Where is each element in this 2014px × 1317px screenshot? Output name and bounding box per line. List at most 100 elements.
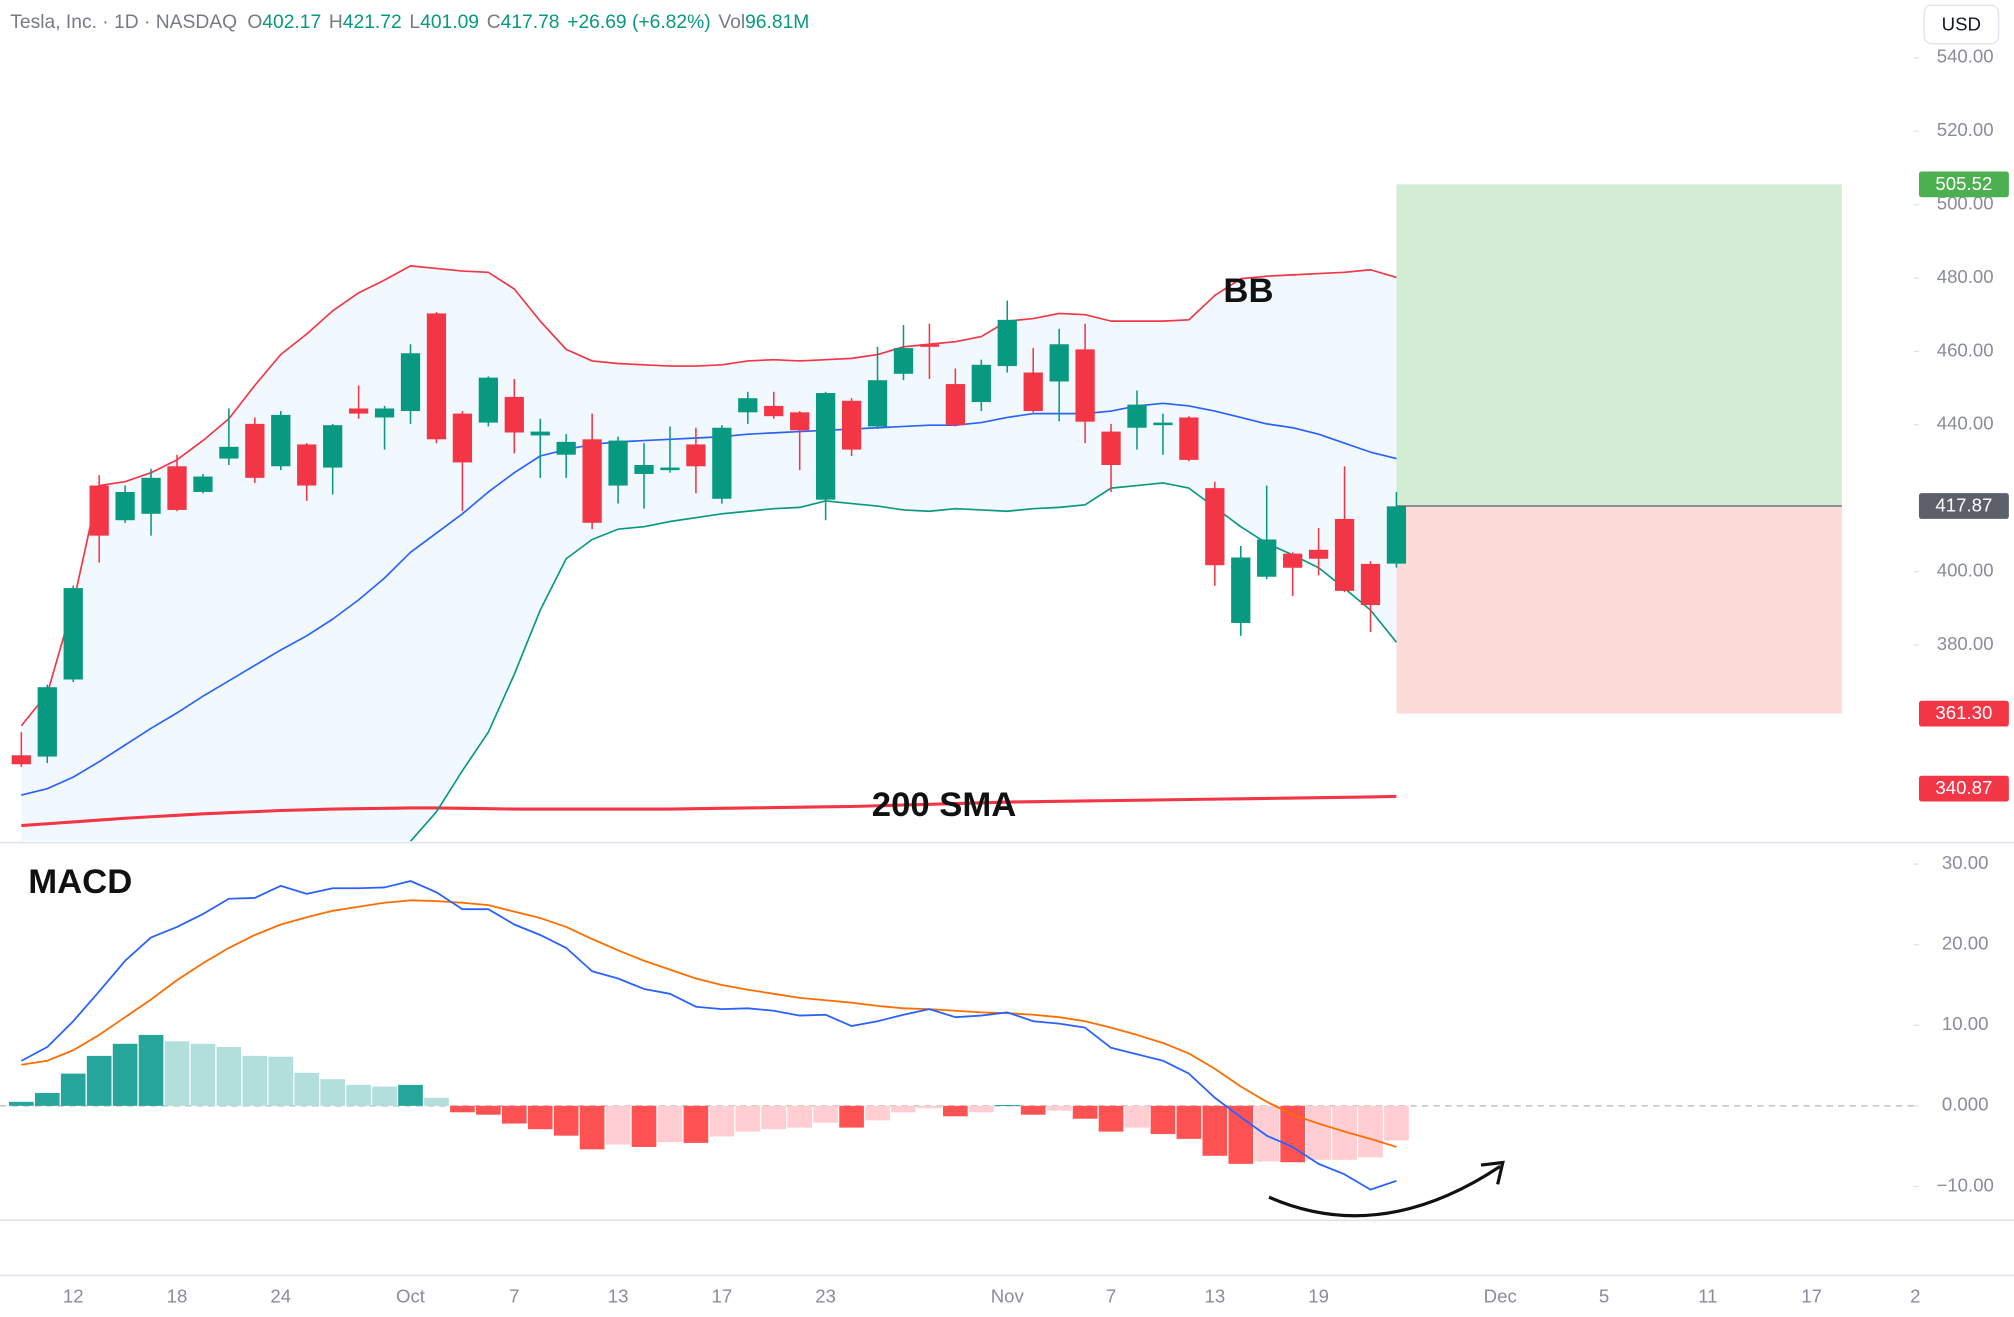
y-tick-label: 440.00 [1937, 413, 1994, 434]
legend-key: C [487, 12, 501, 33]
annotation-arrowhead [1480, 1160, 1505, 1185]
x-tick-label: 19 [1308, 1285, 1329, 1306]
candle-body [1386, 506, 1407, 564]
histogram-bar [112, 1043, 138, 1106]
axes: 12 18 24 Oct 7 13 17 23 Nov 7 13 19 Dec 5 11 17 2 380.00 4… [63, 46, 2009, 1306]
candle-body [37, 687, 57, 757]
histogram-bar [813, 1105, 838, 1123]
histogram-bar [268, 1056, 294, 1106]
legend-volume: 96.81M [745, 12, 809, 33]
candle-body [297, 444, 317, 486]
y-tick-label: 10.00 [1942, 1013, 1989, 1034]
histogram-bar [865, 1105, 890, 1121]
candle-body [816, 393, 836, 500]
y-tick-label: 460.00 [1937, 339, 1994, 360]
pane-title: MACD [28, 863, 132, 901]
candle-body [608, 440, 628, 486]
x-tick-label: 23 [815, 1285, 836, 1306]
histogram-bar [735, 1105, 761, 1132]
x-tick-label: 17 [712, 1285, 733, 1306]
histogram-bar [242, 1055, 268, 1106]
y-tick-label: 480.00 [1937, 266, 1994, 287]
candle-body [1101, 431, 1121, 465]
annotation: 200 SMA [872, 786, 1017, 824]
legend-value: 401.09 [420, 12, 479, 33]
y-tick-label: 520.00 [1937, 119, 1994, 140]
legend-value: 417.78 [501, 12, 560, 33]
bb-lower [409, 482, 1398, 842]
histogram-bar [1306, 1105, 1331, 1160]
candle-body [582, 439, 602, 523]
histogram-bar [1254, 1105, 1280, 1162]
legend-key: O [247, 12, 262, 33]
x-tick-label: 7 [509, 1285, 519, 1306]
candle-body [841, 400, 862, 450]
histogram-bar [1228, 1105, 1254, 1164]
candle-body [1023, 372, 1043, 412]
histogram-bar [476, 1105, 501, 1115]
x-tick-label: 13 [1204, 1285, 1225, 1306]
histogram-bar [579, 1105, 605, 1150]
legend-key: Vol [718, 12, 745, 33]
candle-body [790, 412, 810, 431]
candle-body [1127, 404, 1147, 428]
legend-value: 421.72 [343, 12, 402, 33]
y-tick-label: −10.00 [1936, 1174, 1993, 1195]
histogram-bar [1098, 1105, 1124, 1132]
histogram-bar [1046, 1105, 1072, 1111]
candle-body [504, 396, 524, 433]
histogram-bar [1202, 1105, 1228, 1156]
x-tick-label: 7 [1106, 1285, 1116, 1306]
histogram-bar [709, 1105, 735, 1137]
histogram-bar [86, 1055, 112, 1106]
candle-body [764, 405, 784, 417]
histogram-bar [683, 1105, 709, 1143]
annotation: BB [1223, 272, 1273, 310]
macd-pane [0, 880, 1914, 1191]
currency-button[interactable] [1923, 4, 2000, 45]
candle-body [712, 427, 732, 499]
histogram-bar [553, 1105, 579, 1136]
histogram-bar [761, 1105, 787, 1130]
histogram-bar [8, 1101, 34, 1106]
x-tick-label: 24 [270, 1285, 291, 1306]
histogram-bar [994, 1105, 1020, 1107]
histogram-bar [424, 1097, 449, 1106]
candle-body [556, 441, 576, 455]
histogram-bar [631, 1105, 657, 1147]
x-tick-label: 12 [63, 1285, 84, 1306]
candle-body [530, 431, 550, 436]
candle-body [219, 446, 239, 459]
candle-body [1153, 422, 1173, 426]
histogram-bar [1358, 1105, 1383, 1158]
candle-body [89, 485, 109, 536]
y-tick-label: 500.00 [1937, 193, 1994, 214]
currency-label[interactable]: USD [1942, 14, 1981, 35]
legend-header: Tesla, Inc. · 1D · NASDAQ O402.17 H421.72 L… [10, 12, 809, 33]
candle-body [945, 384, 965, 426]
y-tick-label: 20.00 [1942, 933, 1989, 954]
histogram-bar [501, 1105, 527, 1124]
bb-upper [20, 265, 1397, 727]
histogram-bar [60, 1073, 86, 1106]
entry-price-label-bg [1918, 493, 2009, 519]
histogram-bar [450, 1105, 475, 1113]
histogram-bar [605, 1105, 631, 1145]
candle-body [1334, 518, 1355, 591]
target-price-label: 505.52 [1935, 173, 1992, 194]
x-tick-label: 5 [1599, 1285, 1609, 1306]
candle-body [686, 444, 706, 467]
candle-body [348, 408, 369, 414]
candle-body [893, 348, 914, 374]
stop-price-label-bg [1918, 700, 2009, 727]
symbol-title: Tesla, Inc. · 1D · NASDAQ [10, 12, 237, 33]
histogram-bar [968, 1105, 994, 1113]
sma-price-label: 340.87 [1935, 777, 1992, 798]
histogram-bar [1384, 1105, 1409, 1141]
candle-body [400, 353, 421, 412]
x-tick-label: Oct [396, 1285, 426, 1306]
candle-body [63, 588, 83, 680]
histogram-bar [320, 1079, 346, 1106]
